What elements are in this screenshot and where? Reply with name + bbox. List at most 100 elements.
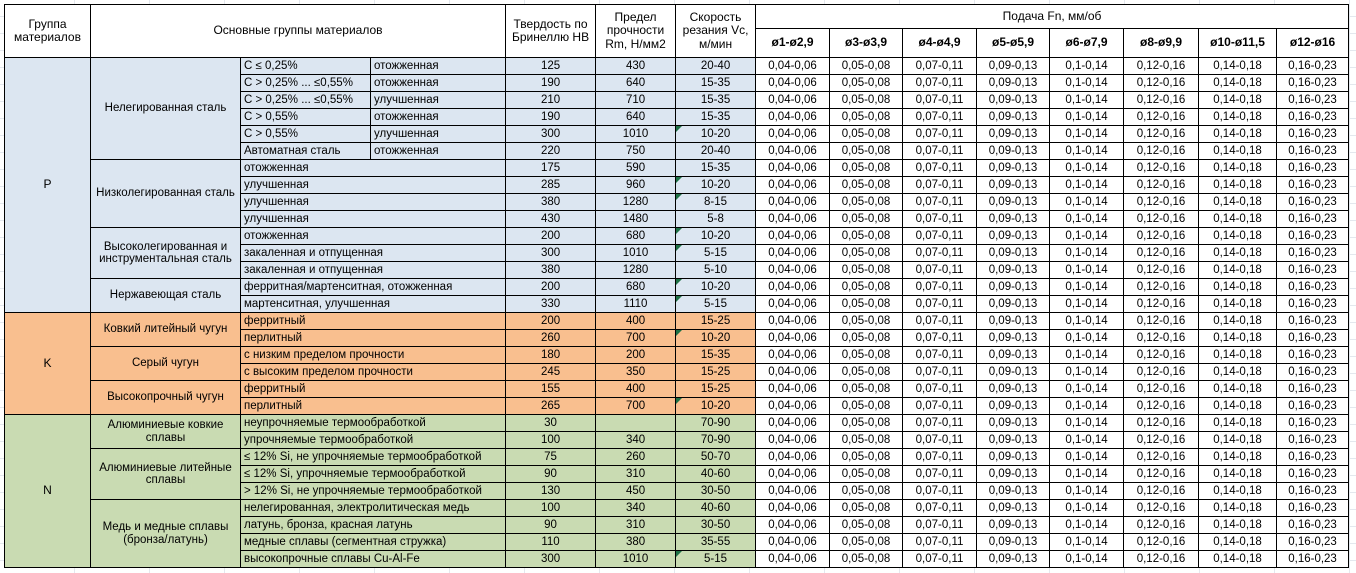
hardness-cell[interactable]: 430 <box>505 210 597 228</box>
feed-cell[interactable]: 0,14-0,18 <box>1198 329 1278 347</box>
state-cell[interactable]: закаленная и отпущенная <box>239 261 507 279</box>
hardness-cell[interactable]: 155 <box>505 380 597 398</box>
feed-cell[interactable]: 0,04-0,06 <box>755 142 831 160</box>
hardness-cell[interactable]: 130 <box>505 482 597 500</box>
subgroup-name-cell[interactable]: Медь и медные сплавы (бронза/латунь) <box>90 499 241 568</box>
feed-cell[interactable]: 0,05-0,08 <box>829 533 904 551</box>
feed-cell[interactable]: 0,04-0,06 <box>755 159 831 177</box>
subgroup-name-cell[interactable]: Высоколегированная и инструментальная ст… <box>90 227 241 279</box>
speed-cell[interactable]: 5-15 <box>675 550 757 568</box>
strength-cell[interactable]: 200 <box>595 346 677 364</box>
feed-cell[interactable]: 0,05-0,08 <box>829 91 904 109</box>
feed-cell[interactable]: 0,05-0,08 <box>829 57 904 75</box>
feed-cell[interactable]: 0,07-0,11 <box>902 159 978 177</box>
feed-cell[interactable]: 0,05-0,08 <box>829 550 904 568</box>
hardness-cell[interactable]: 30 <box>505 414 597 432</box>
feed-cell[interactable]: 0,14-0,18 <box>1198 210 1278 228</box>
feed-cell[interactable]: 0,04-0,06 <box>755 550 831 568</box>
feed-cell[interactable]: 0,1-0,14 <box>1049 176 1125 194</box>
header-feed-d4[interactable]: ø4-ø4,9 <box>902 28 978 58</box>
speed-cell[interactable]: 5-8 <box>675 210 757 228</box>
feed-cell[interactable]: 0,16-0,23 <box>1276 448 1350 466</box>
feed-cell[interactable]: 0,07-0,11 <box>902 380 978 398</box>
speed-cell[interactable]: 15-35 <box>675 159 757 177</box>
feed-cell[interactable]: 0,07-0,11 <box>902 448 978 466</box>
state-cell[interactable]: закаленная и отпущенная <box>239 244 507 262</box>
feed-cell[interactable]: 0,16-0,23 <box>1276 499 1350 517</box>
feed-cell[interactable]: 0,04-0,06 <box>755 448 831 466</box>
feed-cell[interactable]: 0,1-0,14 <box>1049 448 1125 466</box>
feed-cell[interactable]: 0,07-0,11 <box>902 227 978 245</box>
hardness-cell[interactable]: 75 <box>505 448 597 466</box>
composition-cell[interactable]: C ≤ 0,25% <box>240 57 371 75</box>
speed-cell[interactable]: 20-40 <box>675 142 757 160</box>
feed-cell[interactable]: 0,12-0,16 <box>1123 380 1200 398</box>
feed-cell[interactable]: 0,14-0,18 <box>1198 516 1278 534</box>
feed-cell[interactable]: 0,05-0,08 <box>829 142 904 160</box>
composition-cell[interactable]: C > 0,55% <box>240 125 371 143</box>
feed-cell[interactable]: 0,14-0,18 <box>1198 295 1278 313</box>
feed-cell[interactable]: 0,05-0,08 <box>829 261 904 279</box>
feed-cell[interactable]: 0,05-0,08 <box>829 329 904 347</box>
feed-cell[interactable]: 0,12-0,16 <box>1123 159 1200 177</box>
feed-cell[interactable]: 0,12-0,16 <box>1123 125 1200 143</box>
feed-cell[interactable]: 0,09-0,13 <box>976 159 1051 177</box>
feed-cell[interactable]: 0,09-0,13 <box>976 533 1051 551</box>
feed-cell[interactable]: 0,16-0,23 <box>1276 227 1350 245</box>
feed-cell[interactable]: 0,05-0,08 <box>829 227 904 245</box>
strength-cell[interactable]: 1280 <box>595 261 677 279</box>
header-cutting-speed[interactable]: Скорость резания Vc, м/мин <box>675 4 757 58</box>
hardness-cell[interactable]: 200 <box>505 312 597 330</box>
state-cell[interactable]: улучшенная <box>369 125 507 143</box>
feed-cell[interactable]: 0,05-0,08 <box>829 482 904 500</box>
feed-cell[interactable]: 0,1-0,14 <box>1049 278 1125 296</box>
feed-cell[interactable]: 0,07-0,11 <box>902 482 978 500</box>
state-cell[interactable]: отожженная <box>369 108 507 126</box>
feed-cell[interactable]: 0,07-0,11 <box>902 125 978 143</box>
feed-cell[interactable]: 0,16-0,23 <box>1276 244 1350 262</box>
header-feed-d5[interactable]: ø5-ø5,9 <box>976 28 1051 58</box>
feed-cell[interactable]: 0,07-0,11 <box>902 550 978 568</box>
speed-cell[interactable]: 10-20 <box>675 125 757 143</box>
hardness-cell[interactable]: 220 <box>505 142 597 160</box>
feed-cell[interactable]: 0,04-0,06 <box>755 533 831 551</box>
speed-cell[interactable]: 10-20 <box>675 227 757 245</box>
state-cell[interactable]: улучшенная <box>239 210 507 228</box>
speed-cell[interactable]: 15-35 <box>675 91 757 109</box>
feed-cell[interactable]: 0,16-0,23 <box>1276 108 1350 126</box>
strength-cell[interactable]: 1480 <box>595 210 677 228</box>
strength-cell[interactable]: 260 <box>595 448 677 466</box>
feed-cell[interactable]: 0,05-0,08 <box>829 516 904 534</box>
feed-cell[interactable]: 0,12-0,16 <box>1123 363 1200 381</box>
feed-cell[interactable]: 0,07-0,11 <box>902 57 978 75</box>
strength-cell[interactable]: 640 <box>595 74 677 92</box>
feed-cell[interactable]: 0,16-0,23 <box>1276 550 1350 568</box>
feed-cell[interactable]: 0,14-0,18 <box>1198 397 1278 415</box>
group-letter-cell[interactable]: K <box>4 312 91 415</box>
speed-cell[interactable]: 10-20 <box>675 176 757 194</box>
header-main-groups[interactable]: Основные группы материалов <box>89 4 507 58</box>
feed-cell[interactable]: 0,05-0,08 <box>829 448 904 466</box>
feed-cell[interactable]: 0,05-0,08 <box>829 125 904 143</box>
state-cell[interactable]: с низким пределом прочности <box>239 346 507 364</box>
feed-cell[interactable]: 0,14-0,18 <box>1198 261 1278 279</box>
feed-cell[interactable]: 0,12-0,16 <box>1123 448 1200 466</box>
feed-cell[interactable]: 0,05-0,08 <box>829 431 904 449</box>
header-feed-d1[interactable]: ø1-ø2,9 <box>755 28 831 58</box>
feed-cell[interactable]: 0,09-0,13 <box>976 278 1051 296</box>
feed-cell[interactable]: 0,09-0,13 <box>976 329 1051 347</box>
feed-cell[interactable]: 0,14-0,18 <box>1198 465 1278 483</box>
header-feed-d3[interactable]: ø3-ø3,9 <box>829 28 904 58</box>
feed-cell[interactable]: 0,12-0,16 <box>1123 227 1200 245</box>
speed-cell[interactable]: 8-15 <box>675 193 757 211</box>
feed-cell[interactable]: 0,12-0,16 <box>1123 278 1200 296</box>
feed-cell[interactable]: 0,04-0,06 <box>755 74 831 92</box>
feed-cell[interactable]: 0,16-0,23 <box>1276 210 1350 228</box>
feed-cell[interactable]: 0,16-0,23 <box>1276 482 1350 500</box>
strength-cell[interactable]: 380 <box>595 533 677 551</box>
feed-cell[interactable]: 0,16-0,23 <box>1276 414 1350 432</box>
speed-cell[interactable]: 30-50 <box>675 482 757 500</box>
speed-cell[interactable]: 35-55 <box>675 533 757 551</box>
feed-cell[interactable]: 0,1-0,14 <box>1049 193 1125 211</box>
feed-cell[interactable]: 0,12-0,16 <box>1123 414 1200 432</box>
